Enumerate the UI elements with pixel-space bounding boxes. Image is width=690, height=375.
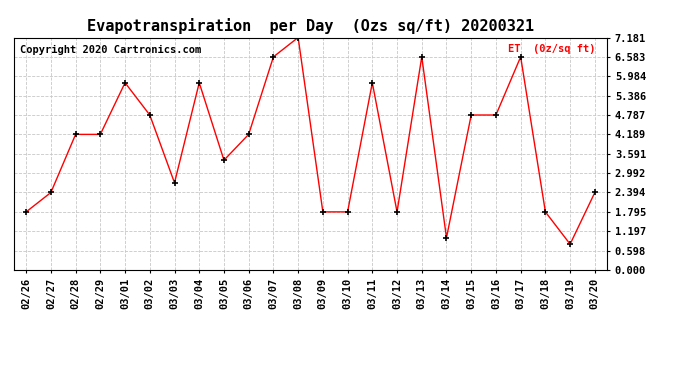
Text: Copyright 2020 Cartronics.com: Copyright 2020 Cartronics.com: [20, 45, 201, 54]
Title: Evapotranspiration  per Day  (Ozs sq/ft) 20200321: Evapotranspiration per Day (Ozs sq/ft) 2…: [87, 18, 534, 33]
Text: ET  (0z/sq ft): ET (0z/sq ft): [508, 45, 595, 54]
